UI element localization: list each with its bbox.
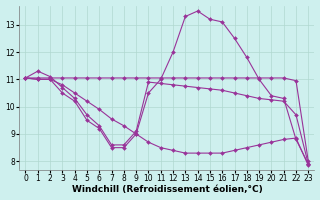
X-axis label: Windchill (Refroidissement éolien,°C): Windchill (Refroidissement éolien,°C) [72,185,262,194]
